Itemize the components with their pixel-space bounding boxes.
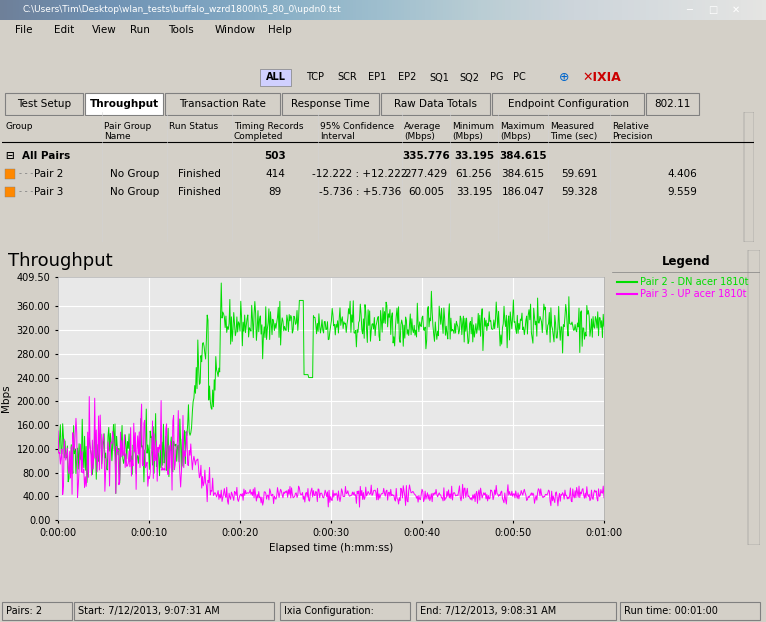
Bar bbox=[416, 602, 616, 620]
Text: Endpoint Configuration: Endpoint Configuration bbox=[508, 99, 628, 109]
Text: 4.406: 4.406 bbox=[667, 169, 697, 179]
FancyBboxPatch shape bbox=[492, 93, 644, 115]
FancyBboxPatch shape bbox=[282, 93, 379, 115]
X-axis label: Elapsed time (h:mm:ss): Elapsed time (h:mm:ss) bbox=[269, 543, 393, 553]
FancyBboxPatch shape bbox=[85, 93, 163, 115]
Text: Window: Window bbox=[214, 25, 256, 35]
Text: C:\Users\Tim\Desktop\wlan_tests\buffalo_wzrd1800h\5_80_0\updn0.tst: C:\Users\Tim\Desktop\wlan_tests\buffalo_… bbox=[23, 6, 342, 14]
Text: ⊕: ⊕ bbox=[559, 71, 570, 84]
Text: 802.11: 802.11 bbox=[655, 99, 691, 109]
Bar bbox=[744, 112, 754, 242]
Text: Run time: 00:01:00: Run time: 00:01:00 bbox=[624, 606, 718, 616]
Text: View: View bbox=[92, 25, 116, 35]
Text: 384.615: 384.615 bbox=[502, 169, 545, 179]
Text: 59.328: 59.328 bbox=[561, 187, 597, 197]
Bar bbox=[748, 250, 760, 545]
Text: Timing Records
Completed: Timing Records Completed bbox=[234, 122, 303, 141]
Text: 277.429: 277.429 bbox=[404, 169, 447, 179]
Text: ✕IXIA: ✕IXIA bbox=[582, 71, 621, 84]
FancyBboxPatch shape bbox=[381, 93, 489, 115]
Text: Relative
Precision: Relative Precision bbox=[612, 122, 653, 141]
Text: Legend: Legend bbox=[662, 256, 710, 269]
Text: Run Status: Run Status bbox=[169, 122, 218, 131]
Text: Group: Group bbox=[6, 122, 34, 131]
Bar bbox=[620, 602, 760, 620]
Text: 9.559: 9.559 bbox=[667, 187, 697, 197]
Text: - - -: - - - bbox=[19, 187, 33, 197]
Text: 61.256: 61.256 bbox=[456, 169, 493, 179]
Text: Tools: Tools bbox=[169, 25, 195, 35]
Text: SCR: SCR bbox=[337, 73, 357, 83]
Text: Average
(Mbps): Average (Mbps) bbox=[404, 122, 441, 141]
Y-axis label: Mbps: Mbps bbox=[1, 384, 11, 412]
Text: TCP: TCP bbox=[306, 73, 324, 83]
Text: Help: Help bbox=[268, 25, 292, 35]
Text: Transaction Rate: Transaction Rate bbox=[179, 99, 266, 109]
Text: Finished: Finished bbox=[178, 187, 221, 197]
Text: ─: ─ bbox=[686, 5, 692, 15]
Text: Ixia Configuration:: Ixia Configuration: bbox=[284, 606, 374, 616]
Text: Test Setup: Test Setup bbox=[17, 99, 71, 109]
Text: Pair 3 - UP acer 1810t: Pair 3 - UP acer 1810t bbox=[640, 289, 747, 299]
Text: ALL: ALL bbox=[266, 73, 286, 83]
Text: 414: 414 bbox=[265, 169, 285, 179]
Bar bbox=[260, 69, 291, 86]
Text: No Group: No Group bbox=[110, 187, 159, 197]
Text: 89: 89 bbox=[268, 187, 282, 197]
Text: Run: Run bbox=[130, 25, 150, 35]
Text: -12.222 : +12.222: -12.222 : +12.222 bbox=[313, 169, 408, 179]
Text: 33.195: 33.195 bbox=[454, 151, 494, 161]
Text: Throughput: Throughput bbox=[90, 99, 159, 109]
Text: Response Time: Response Time bbox=[291, 99, 370, 109]
FancyBboxPatch shape bbox=[165, 93, 280, 115]
Text: PC: PC bbox=[513, 73, 526, 83]
Text: Finished: Finished bbox=[178, 169, 221, 179]
Text: Maximum
(Mbps): Maximum (Mbps) bbox=[500, 122, 545, 141]
Bar bbox=[280, 602, 410, 620]
Text: File: File bbox=[15, 25, 33, 35]
Text: □: □ bbox=[708, 5, 717, 15]
Text: Raw Data Totals: Raw Data Totals bbox=[394, 99, 476, 109]
Text: Edit: Edit bbox=[54, 25, 74, 35]
FancyBboxPatch shape bbox=[5, 93, 83, 115]
Text: 503: 503 bbox=[264, 151, 286, 161]
Text: Pair 3: Pair 3 bbox=[34, 187, 64, 197]
Text: 335.776: 335.776 bbox=[402, 151, 450, 161]
Text: Start: 7/12/2013, 9:07:31 AM: Start: 7/12/2013, 9:07:31 AM bbox=[78, 606, 220, 616]
Bar bbox=[2, 602, 72, 620]
Bar bbox=[5, 187, 15, 197]
Text: Pairs: 2: Pairs: 2 bbox=[6, 606, 42, 616]
Text: 384.615: 384.615 bbox=[499, 151, 547, 161]
Text: ✕: ✕ bbox=[732, 5, 739, 15]
Text: Pair Group
Name: Pair Group Name bbox=[104, 122, 151, 141]
Text: Pair 2: Pair 2 bbox=[34, 169, 64, 179]
Text: 33.195: 33.195 bbox=[456, 187, 493, 197]
Text: Throughput: Throughput bbox=[8, 252, 113, 270]
Text: Pair 2 - DN acer 1810t: Pair 2 - DN acer 1810t bbox=[640, 277, 748, 287]
Text: EP2: EP2 bbox=[398, 73, 417, 83]
Text: EP1: EP1 bbox=[368, 73, 386, 83]
Text: PG: PG bbox=[490, 73, 504, 83]
Text: 60.005: 60.005 bbox=[408, 187, 444, 197]
Text: No Group: No Group bbox=[110, 169, 159, 179]
FancyBboxPatch shape bbox=[647, 93, 699, 115]
Bar bbox=[5, 169, 15, 179]
Text: ⊟  All Pairs: ⊟ All Pairs bbox=[6, 151, 70, 161]
Text: End: 7/12/2013, 9:08:31 AM: End: 7/12/2013, 9:08:31 AM bbox=[420, 606, 556, 616]
Text: 95% Confidence
Interval: 95% Confidence Interval bbox=[320, 122, 394, 141]
Text: 186.047: 186.047 bbox=[502, 187, 545, 197]
Bar bbox=[74, 602, 274, 620]
Text: - - -: - - - bbox=[19, 170, 33, 179]
Text: SQ2: SQ2 bbox=[460, 73, 480, 83]
Text: -5.736 : +5.736: -5.736 : +5.736 bbox=[319, 187, 401, 197]
Text: Measured
Time (sec): Measured Time (sec) bbox=[550, 122, 597, 141]
Text: SQ1: SQ1 bbox=[429, 73, 449, 83]
Text: 59.691: 59.691 bbox=[561, 169, 597, 179]
Text: Minimum
(Mbps): Minimum (Mbps) bbox=[452, 122, 494, 141]
